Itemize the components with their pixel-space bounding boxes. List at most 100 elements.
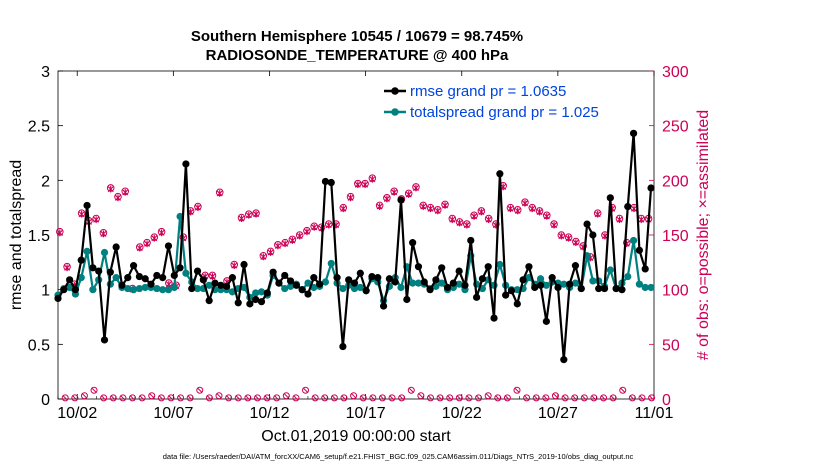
obs-assimilated-marker — [177, 395, 184, 401]
totalspread-point — [536, 275, 545, 283]
obs-assimilated-marker — [206, 395, 213, 401]
obs-assimilated-marker — [331, 395, 338, 401]
x-axis-label: Oct.01,2019 00:00:00 start — [261, 428, 451, 445]
rmse-point — [257, 298, 266, 306]
obs-assimilated-marker — [398, 395, 405, 401]
rmse-point — [409, 239, 417, 247]
x-tick-label: 10/07 — [153, 405, 193, 422]
obs-assimilated-marker — [216, 392, 222, 399]
rmse-point — [600, 284, 609, 293]
totalspread-point — [205, 281, 213, 289]
totalspread-point — [124, 284, 132, 293]
obs-assimilated-marker — [254, 395, 261, 401]
obs-assimilated-marker — [437, 395, 443, 401]
rmse-point — [624, 202, 632, 211]
rmse-point — [618, 286, 626, 294]
totalspread-point — [321, 278, 330, 286]
obs-assimilated-marker — [581, 395, 588, 401]
rmse-point — [316, 280, 324, 288]
rmse-point — [455, 267, 463, 275]
y-axis-left: 0 0.5 1 1.5 2 2.5 3 — [28, 64, 63, 409]
totalspread-point — [182, 269, 190, 277]
rmse-point — [228, 274, 237, 282]
totalspread-point — [164, 286, 173, 294]
rmse-point — [77, 256, 85, 264]
totalspread-point — [397, 283, 405, 292]
obs-possible-marker — [90, 386, 98, 394]
rmse-point — [443, 283, 452, 292]
obs-possible-marker — [330, 394, 338, 402]
totalspread-point — [153, 284, 161, 293]
rmse-point — [525, 263, 533, 271]
y-axis-right: 0 50 100 150 200 250 300 — [649, 64, 689, 409]
rmse-point — [513, 300, 521, 308]
totalspread-point — [304, 279, 312, 287]
totalspread-point — [414, 279, 423, 287]
obs-assimilated-marker — [110, 395, 117, 401]
rmse-point — [176, 264, 184, 272]
rmse-point — [141, 275, 149, 283]
rmse-point — [391, 278, 399, 286]
rmse-point — [298, 286, 306, 294]
rmse-point — [217, 281, 225, 289]
y-axis-label-left: rmse and totalspread — [8, 160, 25, 310]
totalspread-point — [252, 289, 260, 297]
rmse-point — [542, 317, 550, 325]
obs-assimilated-marker — [533, 395, 539, 401]
rmse-point — [211, 279, 219, 287]
obs-possible-marker — [417, 392, 425, 400]
rmse-point — [548, 274, 556, 282]
totalspread-point — [438, 279, 446, 287]
obs-assimilated-marker — [158, 395, 165, 401]
totalspread-point — [647, 283, 655, 292]
obs-assimilated-marker — [341, 395, 347, 401]
obs-possible-marker — [61, 394, 69, 402]
rmse-point — [327, 178, 335, 187]
obs-assimilated-marker — [225, 395, 232, 401]
obs-possible-marker — [282, 392, 290, 400]
totalspread-point — [170, 283, 178, 292]
rmse-point — [170, 271, 178, 280]
rmse-point — [438, 264, 446, 272]
rmse-point — [199, 276, 207, 284]
obs-possible-marker — [321, 394, 329, 402]
rmse-point — [112, 243, 120, 251]
obs-assimilated-marker — [72, 395, 78, 401]
obs-possible-marker — [600, 394, 608, 402]
rmse-point — [635, 246, 643, 254]
y-right-tick-label: 150 — [662, 228, 689, 245]
obs-assimilated-marker — [610, 395, 616, 401]
obs-possible-marker — [551, 392, 559, 400]
obs-possible-marker — [628, 394, 636, 402]
rmse-point — [571, 262, 580, 270]
obs-possible-marker — [523, 394, 531, 402]
obs-assimilated-marker — [514, 387, 520, 394]
obs-possible-marker — [465, 394, 473, 402]
obs-assimilated-marker — [629, 395, 636, 401]
totalspread-point — [129, 286, 138, 294]
obs-assimilated-marker — [187, 395, 193, 401]
obs-assimilated-marker — [504, 395, 511, 401]
rmse-point — [577, 284, 585, 293]
obs-assimilated-marker — [552, 392, 559, 399]
rmse-point — [641, 265, 649, 273]
y-right-tick-label: 50 — [662, 337, 680, 354]
obs-assimilated-marker — [302, 387, 309, 394]
obs-possible-marker — [369, 394, 377, 402]
rmse-point — [507, 287, 516, 295]
rmse-point — [292, 281, 300, 289]
obs-possible-marker — [436, 394, 444, 402]
obs-possible-marker — [340, 394, 348, 402]
rmse-point — [54, 294, 62, 303]
data-file-footnote: data file: /Users/raeder/DAI/ATM_forcXX/… — [163, 452, 634, 461]
rmse-point — [420, 278, 428, 286]
rmse-point — [519, 276, 527, 284]
rmse-point — [595, 284, 603, 293]
obs-assimilated-marker — [322, 395, 328, 401]
obs-possible-marker — [225, 394, 233, 402]
obs-assimilated-marker — [591, 395, 597, 401]
rmse-point — [124, 274, 132, 282]
x-tick-label: 10/02 — [57, 405, 97, 422]
rmse-point — [368, 272, 376, 281]
